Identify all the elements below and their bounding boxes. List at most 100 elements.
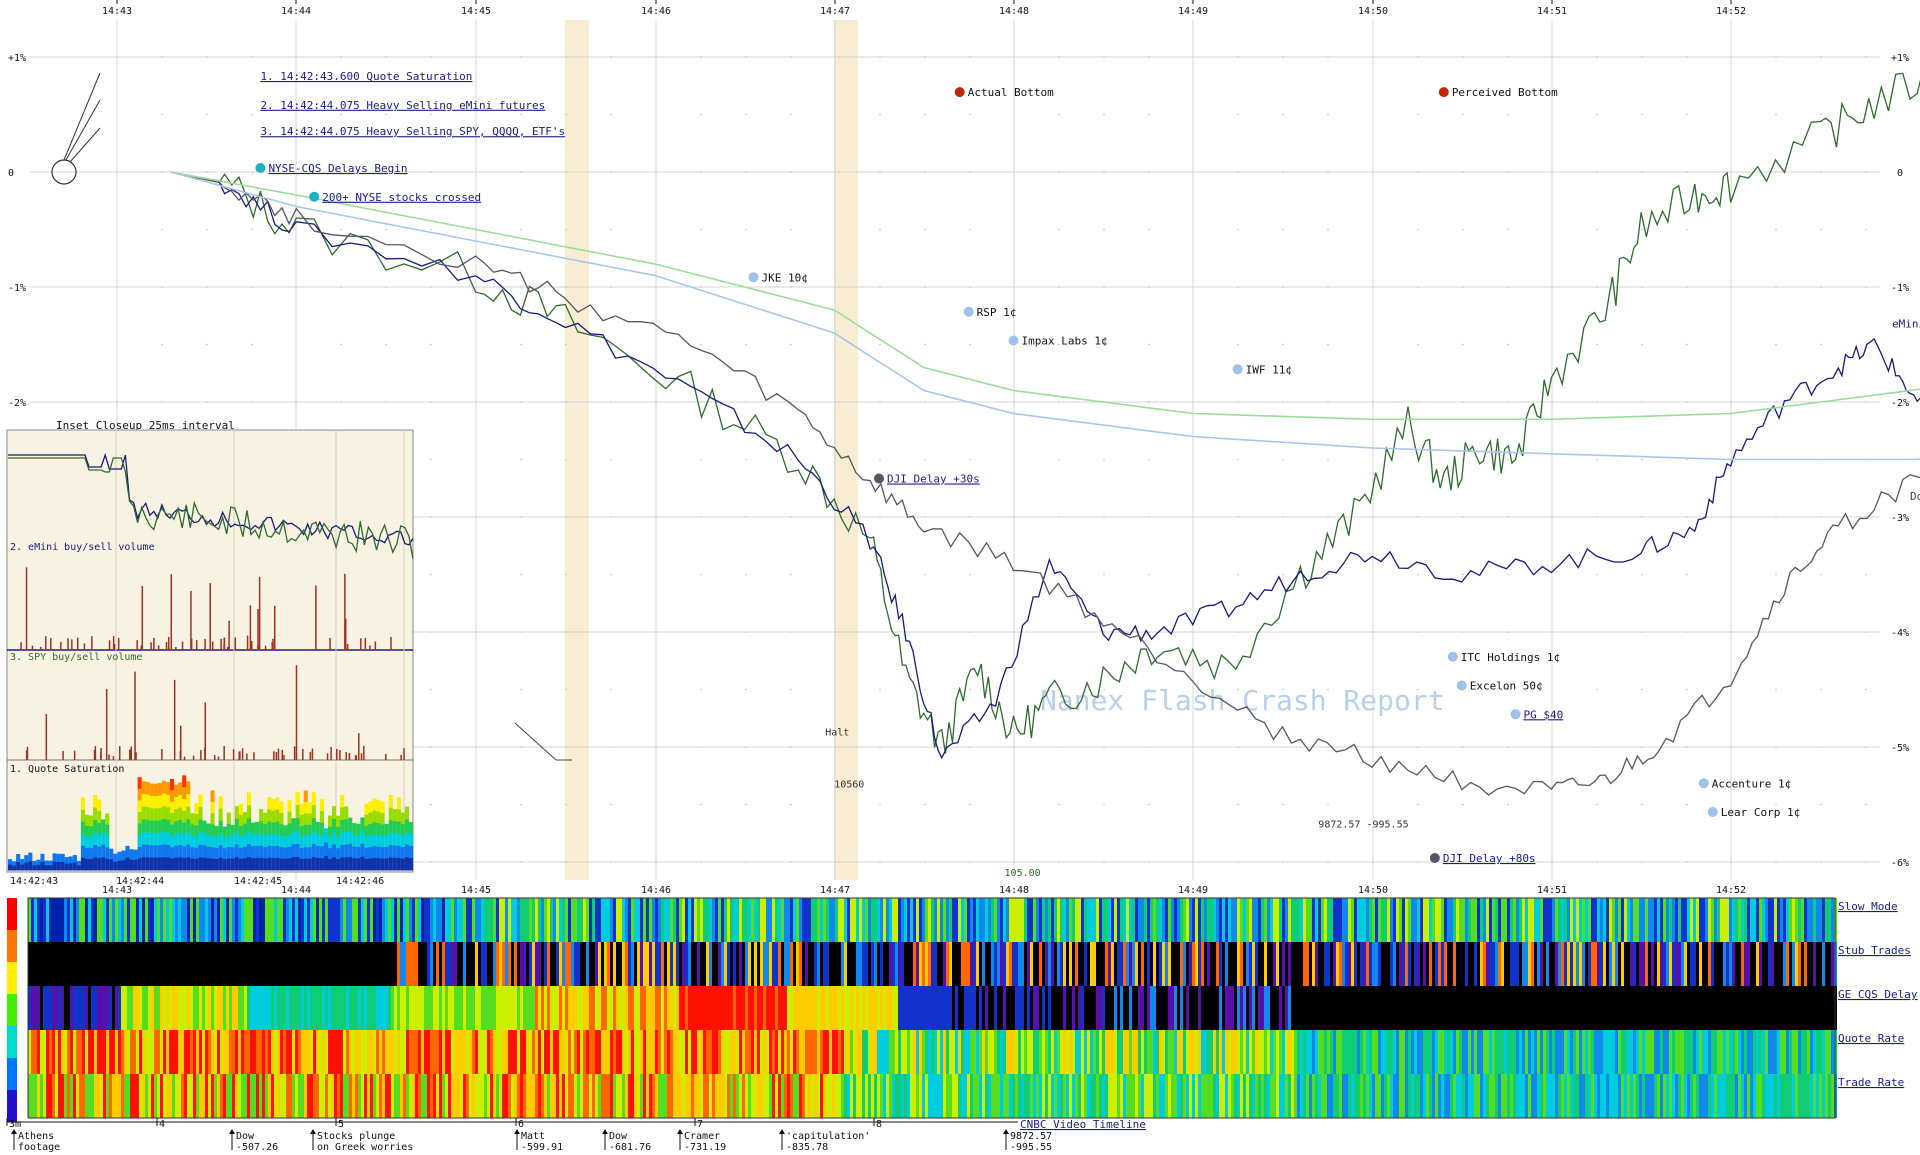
grid-dot bbox=[251, 401, 253, 403]
heatmap-cell bbox=[775, 986, 778, 1030]
heatmap-cell bbox=[172, 898, 175, 942]
heatmap-cell bbox=[1309, 942, 1312, 986]
heatmap-cell bbox=[1306, 898, 1309, 942]
heatmap-cell bbox=[805, 986, 808, 1030]
annotation-label[interactable]: PG $40 bbox=[1524, 708, 1564, 721]
heatmap-cell bbox=[1570, 1074, 1573, 1118]
heatmap-cell bbox=[1516, 898, 1519, 942]
heatmap-cell bbox=[340, 898, 343, 942]
heatmap-cell bbox=[1528, 1074, 1531, 1118]
heatmap-cell bbox=[388, 1074, 391, 1118]
heatmap-cell bbox=[127, 986, 130, 1030]
annotation-label[interactable]: 1. 14:42:43.600 Quote Saturation bbox=[260, 70, 472, 83]
heatmap-cell bbox=[1282, 986, 1285, 1030]
heatmap-cell bbox=[556, 1030, 559, 1074]
heatmap-cell bbox=[1027, 1030, 1030, 1074]
heatmap-cell bbox=[706, 1074, 709, 1118]
heatmap-cell bbox=[1828, 1030, 1831, 1074]
heatmap-cell bbox=[1738, 986, 1741, 1030]
heatmap-cell bbox=[1243, 898, 1246, 942]
grid-dot bbox=[879, 113, 881, 116]
heatmap-cell bbox=[1483, 1030, 1486, 1074]
heatmap-cell bbox=[430, 898, 433, 942]
heatmap-row-label[interactable]: Stub Trades bbox=[1838, 944, 1911, 957]
heatmap-row-label[interactable]: GE CQS Delay bbox=[1838, 988, 1918, 1001]
heatmap-cell bbox=[1027, 1074, 1030, 1118]
heatmap-cell bbox=[1600, 898, 1603, 942]
heatmap-cell bbox=[913, 986, 916, 1030]
inset-volume-bars bbox=[20, 567, 405, 760]
heatmap-cell bbox=[826, 898, 829, 942]
heatmap-cell bbox=[547, 942, 550, 986]
heatmap-cell bbox=[565, 1074, 568, 1118]
heatmap-cell bbox=[397, 986, 400, 1030]
heatmap-cell bbox=[34, 986, 37, 1030]
heatmap-cell bbox=[622, 986, 625, 1030]
heatmap-cell bbox=[1723, 942, 1726, 986]
heatmap-cell bbox=[1744, 942, 1747, 986]
grid-dot bbox=[340, 343, 342, 346]
heatmap-cell bbox=[280, 1030, 283, 1074]
heatmap-cell bbox=[499, 942, 502, 986]
heatmap-cell bbox=[1717, 1074, 1720, 1118]
heatmap-cell bbox=[1243, 942, 1246, 986]
heatmap-cell bbox=[1690, 942, 1693, 986]
heatmap-cell bbox=[235, 1074, 238, 1118]
saturation-cell bbox=[283, 858, 288, 871]
annotation-label[interactable]: 200+ NYSE stocks crossed bbox=[322, 191, 481, 204]
annotation-label[interactable]: DJI Delay +30s bbox=[887, 473, 980, 486]
grid-dot bbox=[700, 458, 702, 461]
saturation-cell bbox=[198, 857, 203, 871]
heatmap-row-label[interactable]: Slow Mode bbox=[1838, 900, 1898, 913]
heatmap-row-label[interactable]: Quote Rate bbox=[1838, 1032, 1904, 1045]
heatmap-cell bbox=[1309, 1074, 1312, 1118]
heatmap-cell bbox=[1594, 898, 1597, 942]
heatmap-cell bbox=[1594, 942, 1597, 986]
saturation-cell bbox=[174, 857, 179, 871]
annotation-label[interactable]: NYSE-CQS Delays Begin bbox=[268, 162, 407, 175]
heatmap-cell bbox=[1348, 942, 1351, 986]
grid-dot bbox=[879, 228, 881, 231]
heatmap-cell bbox=[1222, 986, 1225, 1030]
heatmap-cell bbox=[511, 898, 514, 942]
heatmap-cell bbox=[1552, 898, 1555, 942]
heatmap-cell bbox=[310, 1030, 313, 1074]
heatmap-cell bbox=[367, 942, 370, 986]
saturation-cell bbox=[251, 858, 256, 871]
saturation-cell bbox=[295, 818, 300, 832]
heatmap-cell bbox=[1153, 1030, 1156, 1074]
heatmap-cell bbox=[202, 1074, 205, 1118]
heatmap-cell bbox=[184, 986, 187, 1030]
saturation-cell bbox=[400, 824, 405, 837]
heatmap-cell bbox=[130, 1074, 133, 1118]
heatmap-cell bbox=[1600, 942, 1603, 986]
heatmap-cell bbox=[61, 986, 64, 1030]
grid-dot bbox=[1507, 573, 1509, 576]
heatmap-cell bbox=[604, 898, 607, 942]
saturation-cell bbox=[364, 847, 369, 860]
heatmap-cell bbox=[1255, 942, 1258, 986]
heatmap-cell bbox=[901, 1030, 904, 1074]
heatmap-cell bbox=[367, 898, 370, 942]
heatmap-cell bbox=[1246, 986, 1249, 1030]
heatmap-cell bbox=[1666, 898, 1669, 942]
annotation-label[interactable]: 3. 14:42:44.075 Heavy Selling SPY, QQQQ,… bbox=[260, 125, 565, 138]
annotation-label[interactable]: 2. 14:42:44.075 Heavy Selling eMini futu… bbox=[260, 99, 545, 112]
saturation-cell bbox=[295, 805, 300, 819]
heatmap-cell bbox=[106, 898, 109, 942]
heatmap-row-label[interactable]: Trade Rate bbox=[1838, 1076, 1904, 1089]
heatmap-cell bbox=[325, 898, 328, 942]
saturation-cell bbox=[214, 848, 219, 860]
heatmap-cell bbox=[1432, 942, 1435, 986]
grid-dot bbox=[1507, 631, 1509, 633]
heatmap-cell bbox=[1612, 986, 1615, 1030]
heatmap-cell bbox=[487, 986, 490, 1030]
heatmap-cell bbox=[1135, 1030, 1138, 1074]
video-timeline-label[interactable]: CNBC Video Timeline bbox=[1020, 1118, 1146, 1131]
saturation-cell bbox=[186, 831, 191, 846]
annotation-label[interactable]: DJI Delay +80s bbox=[1443, 852, 1536, 865]
heatmap-cell bbox=[397, 1074, 400, 1118]
saturation-cell bbox=[384, 835, 389, 848]
heatmap-cell bbox=[1612, 898, 1615, 942]
heatmap-cell bbox=[796, 986, 799, 1030]
